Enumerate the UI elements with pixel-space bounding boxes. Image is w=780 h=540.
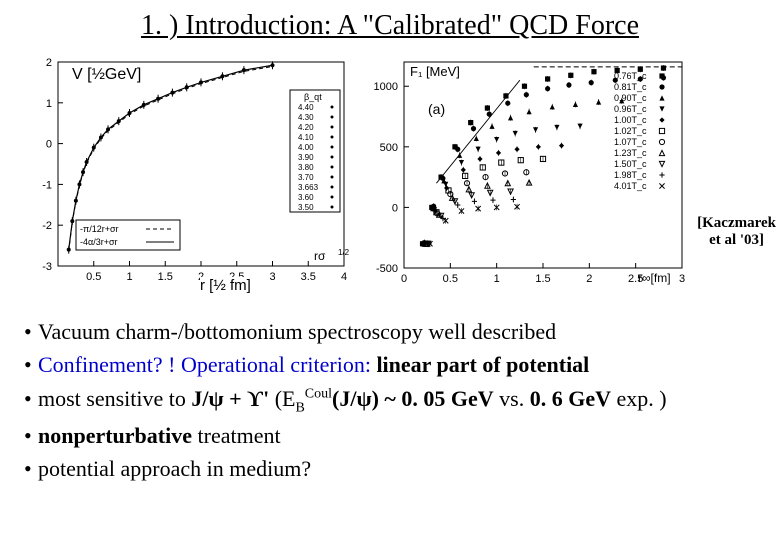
svg-text:0: 0 (392, 202, 398, 214)
svg-text:1.98T_c: 1.98T_c (614, 170, 647, 180)
svg-text:rσ: rσ (314, 249, 326, 263)
svg-text:F₁ [MeV]: F₁ [MeV] (410, 64, 460, 79)
citation-line2: et al '03] (697, 232, 776, 249)
svg-text:1: 1 (494, 273, 500, 285)
svg-text:0.5: 0.5 (443, 273, 458, 285)
svg-text:4.00: 4.00 (298, 143, 314, 152)
svg-text:1/2: 1/2 (338, 248, 350, 257)
svg-text:0: 0 (46, 139, 52, 151)
svg-text:1.00T_c: 1.00T_c (614, 115, 647, 125)
svg-text:0.96T_c: 0.96T_c (614, 104, 647, 114)
svg-text:1.5: 1.5 (158, 271, 173, 283)
svg-text:1: 1 (46, 98, 52, 110)
citation: [Kaczmarek et al '03] (697, 215, 776, 249)
svg-text:0.81T_c: 0.81T_c (614, 82, 647, 92)
left-ylabel-overlay: V [½GeV] (70, 66, 143, 84)
svg-text:3.70: 3.70 (298, 173, 314, 182)
svg-text:1.50T_c: 1.50T_c (614, 159, 647, 169)
svg-text:1: 1 (126, 271, 132, 283)
bullet-3: •most sensitive to J/ψ + ϒ' (EBCoul(J/ψ)… (24, 382, 770, 419)
svg-text:3: 3 (269, 271, 275, 283)
svg-text:1.23T_c: 1.23T_c (614, 148, 647, 158)
left-chart-svg: 0.511.522.533.54-3-2-1012rσ1/2-π/12r+σr-… (20, 52, 350, 292)
slide-title: 1. ) Introduction: A "Calibrated" QCD Fo… (0, 0, 780, 42)
svg-text:1.07T_c: 1.07T_c (614, 137, 647, 147)
svg-text:500: 500 (380, 142, 398, 154)
svg-text:3.663: 3.663 (298, 183, 319, 192)
svg-text:1.02T_c: 1.02T_c (614, 126, 647, 136)
svg-text:1000: 1000 (374, 81, 398, 93)
svg-text:0.90T_c: 0.90T_c (614, 93, 647, 103)
left-plot: 0.511.522.533.54-3-2-1012rσ1/2-π/12r+σr-… (20, 52, 350, 297)
svg-text:-4α/3r+σr: -4α/3r+σr (80, 237, 118, 247)
svg-text:-3: -3 (42, 261, 52, 273)
svg-text:0.5: 0.5 (86, 271, 101, 283)
svg-text:3.60: 3.60 (298, 193, 314, 202)
svg-text:-1: -1 (42, 179, 52, 191)
bullet-list: •Vacuum charm-/bottomonium spectroscopy … (0, 297, 780, 485)
svg-text:3.90: 3.90 (298, 153, 314, 162)
svg-text:4: 4 (341, 271, 347, 283)
bullet-4: •nonperturbative treatment (24, 419, 770, 452)
svg-text:-500: -500 (376, 263, 398, 275)
bullet-1: •Vacuum charm-/bottomonium spectroscopy … (24, 315, 770, 348)
svg-text:-2: -2 (42, 220, 52, 232)
svg-text:2: 2 (586, 273, 592, 285)
svg-text:3.80: 3.80 (298, 163, 314, 172)
svg-text:4.01T_c: 4.01T_c (614, 181, 647, 191)
svg-text:4.30: 4.30 (298, 113, 314, 122)
svg-text:1.5: 1.5 (535, 273, 550, 285)
svg-text:3: 3 (679, 273, 685, 285)
svg-text:2: 2 (46, 57, 52, 69)
bullet-5: •potential approach in medium? (24, 452, 770, 485)
svg-text:r∞[fm]: r∞[fm] (638, 271, 671, 285)
svg-text:4.20: 4.20 (298, 123, 314, 132)
left-xlabel-overlay: r [½ fm] (200, 277, 251, 294)
title-part1: 1. ) Introduction: (141, 10, 332, 41)
svg-text:(a): (a) (428, 101, 445, 117)
svg-text:4.10: 4.10 (298, 133, 314, 142)
svg-text:β_qt: β_qt (304, 92, 322, 102)
svg-text:0: 0 (401, 273, 407, 285)
right-chart-svg: 00.511.522.53-50005001000F₁ [MeV]r∞[fm](… (358, 52, 688, 292)
svg-text:3.5: 3.5 (301, 271, 316, 283)
svg-text:4.40: 4.40 (298, 103, 314, 112)
plots-row: 0.511.522.533.54-3-2-1012rσ1/2-π/12r+σr-… (0, 42, 780, 297)
svg-text:3.50: 3.50 (298, 203, 314, 212)
right-plot: 00.511.522.53-50005001000F₁ [MeV]r∞[fm](… (358, 52, 688, 297)
svg-text:0.76T_c: 0.76T_c (614, 71, 647, 81)
title-part2: A "Calibrated" QCD Force (332, 10, 639, 41)
bullet-2: •Confinement? ! Operational criterion: l… (24, 348, 770, 381)
svg-text:-π/12r+σr: -π/12r+σr (80, 224, 119, 234)
citation-line1: [Kaczmarek (697, 215, 776, 232)
